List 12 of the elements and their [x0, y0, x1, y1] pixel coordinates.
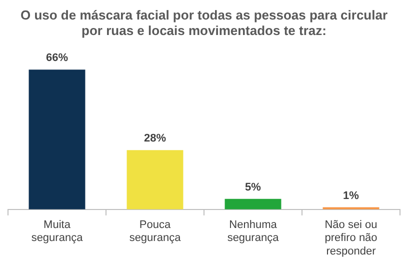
x-tick-label: Nenhuma segurança	[227, 219, 280, 244]
x-tick-label: Não sei ou prefiro não responder	[324, 219, 378, 258]
x-tick-label: Pouca segurança	[129, 219, 182, 244]
chart-title: O uso de máscara facial por todas as pessoas para circular por ruas e locais movimentados te traz:	[20, 7, 388, 38]
data-label: 5%	[245, 181, 262, 194]
bar	[126, 150, 184, 210]
data-label: 28%	[144, 132, 166, 145]
data-label: 66%	[46, 52, 68, 64]
bar	[28, 70, 86, 210]
data-label: 1%	[343, 190, 360, 202]
bar	[224, 198, 282, 210]
x-tick-label: Muita segurança	[31, 219, 84, 244]
